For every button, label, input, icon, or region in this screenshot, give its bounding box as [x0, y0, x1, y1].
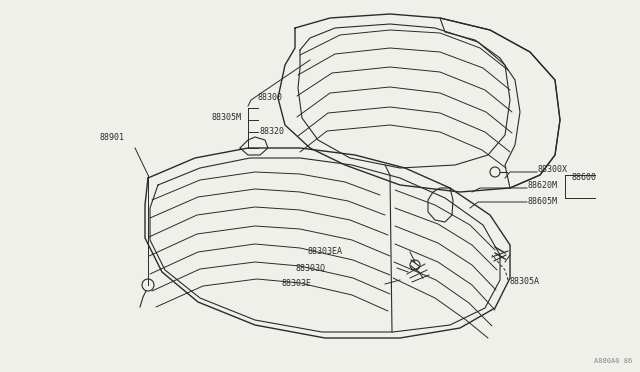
- Text: 88620M: 88620M: [527, 182, 557, 190]
- Text: 88605M: 88605M: [527, 198, 557, 206]
- Text: 88305A: 88305A: [510, 278, 540, 286]
- Text: 88300: 88300: [258, 93, 283, 103]
- Text: 88320: 88320: [260, 128, 285, 137]
- Text: 88300X: 88300X: [538, 166, 568, 174]
- Text: 88303Q: 88303Q: [295, 263, 325, 273]
- Text: 88600: 88600: [572, 173, 597, 183]
- Text: 88303EA: 88303EA: [308, 247, 343, 257]
- Text: A880A0 86: A880A0 86: [594, 358, 632, 364]
- Text: 88305M: 88305M: [212, 113, 242, 122]
- Text: 88303E: 88303E: [282, 279, 312, 289]
- Text: 88901: 88901: [100, 134, 125, 142]
